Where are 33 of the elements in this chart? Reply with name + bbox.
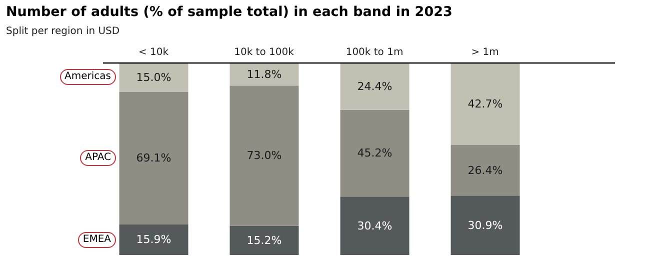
chart-title: Number of adults (% of sample total) in each band in 2023 — [6, 4, 452, 20]
data-label: 15.2% — [246, 234, 282, 247]
data-label: 26.4% — [468, 164, 503, 177]
x-tick-label: < 10k — [138, 47, 169, 58]
x-tick-label: 10k to 100k — [234, 47, 294, 58]
data-label: 45.2% — [357, 146, 392, 160]
series-label: EMEA — [78, 232, 116, 248]
bar — [450, 63, 520, 145]
bar — [450, 196, 520, 255]
bar — [340, 196, 410, 255]
data-label: 73.0% — [246, 149, 282, 162]
bar — [230, 226, 299, 255]
data-label: 30.4% — [357, 219, 392, 232]
data-label: 15.9% — [136, 233, 172, 246]
bar — [230, 63, 299, 86]
chart-subtitle: Split per region in USD — [6, 26, 120, 37]
bar — [230, 86, 299, 226]
series-label: Americas — [60, 69, 116, 86]
data-label: 30.9% — [468, 218, 503, 232]
bar — [119, 92, 188, 224]
x-tick-label: 100k to 1m — [346, 47, 404, 58]
data-label: 42.7% — [468, 97, 503, 110]
bar — [119, 63, 188, 92]
series-label: APAC — [80, 150, 116, 166]
bar — [340, 63, 410, 110]
bar — [340, 110, 410, 197]
x-tick-label: > 1m — [471, 47, 499, 58]
bar — [450, 144, 520, 196]
bar — [119, 224, 188, 255]
data-label: 69.1% — [136, 152, 172, 165]
data-label: 11.8% — [246, 68, 282, 81]
data-label: 24.4% — [357, 80, 392, 93]
data-label: 15.0% — [136, 70, 172, 84]
